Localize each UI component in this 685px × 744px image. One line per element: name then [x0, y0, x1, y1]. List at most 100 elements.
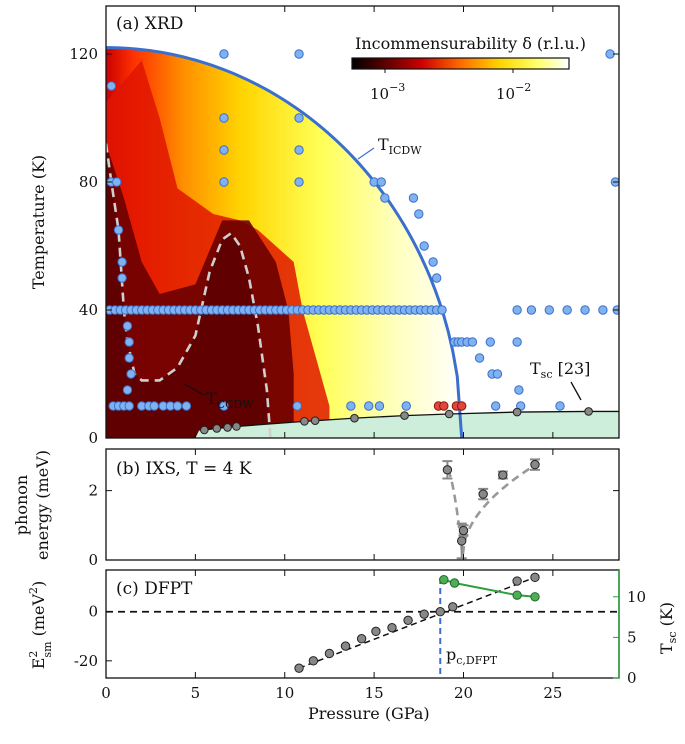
scan-point — [172, 401, 183, 411]
tsc-point — [212, 424, 222, 433]
scan-point-40k — [437, 305, 447, 315]
dfpt-fit-line — [298, 576, 536, 669]
dfpt-point — [387, 622, 397, 633]
scan-point — [374, 401, 385, 411]
scan-point — [490, 401, 501, 411]
scan-point-40k — [526, 305, 537, 315]
scan-point — [219, 401, 229, 411]
ccdw-transition-line — [106, 143, 272, 438]
x-tick-label: 20 — [454, 684, 473, 702]
tsc-dfpt-point — [449, 578, 460, 588]
y-tick-label: 0 — [88, 603, 98, 621]
icdw-transition-line — [106, 46, 464, 438]
dfpt-point — [356, 634, 367, 644]
red-scan-point — [457, 401, 467, 411]
scan-point-40k — [544, 305, 554, 315]
tsc-point — [350, 413, 359, 423]
ixs-point — [498, 470, 508, 480]
dfpt-point — [530, 572, 540, 583]
tsc-point — [223, 423, 232, 432]
panel-c-label: (c) DFPT — [116, 579, 193, 599]
dfpt-points — [294, 572, 540, 673]
tsc-points — [200, 407, 593, 435]
scan-point — [512, 337, 522, 347]
scan-point — [414, 209, 424, 219]
y-tick-label: 0 — [88, 551, 98, 569]
tsc-dfpt-point — [439, 575, 449, 585]
y2-tick-label: 10 — [627, 588, 646, 606]
dfpt-point — [294, 663, 304, 673]
pressure-axis: 0 5 10 15 20 25 — [101, 6, 562, 702]
scan-points — [106, 49, 619, 411]
tsc-point — [300, 417, 309, 426]
tsc-dfpt-point — [530, 592, 540, 602]
scan-point — [219, 145, 229, 155]
tsc-point — [310, 416, 320, 426]
scan-point — [474, 353, 485, 363]
scan-point — [117, 273, 127, 283]
dfpt-point — [308, 656, 319, 666]
scan-point — [401, 401, 411, 411]
colorbar-tick-label-1e-3: 10−3 — [370, 81, 405, 103]
dfpt-point — [512, 576, 522, 586]
ixs-fit-curve — [446, 461, 540, 557]
tsc-ref-label: Tsc [23] — [530, 359, 590, 381]
y-tick-label: 120 — [69, 45, 98, 63]
dfpt-point — [340, 641, 351, 651]
y-tick-label: 40 — [79, 301, 98, 319]
panel-a-xrd: 0 40 80 120 (a) XRD Incommensurability δ (r… — [69, 5, 620, 447]
scan-point — [485, 337, 496, 347]
scan-point — [346, 401, 356, 411]
red-scan-point — [439, 401, 449, 411]
tsc-dfpt-point — [512, 590, 522, 600]
tsc-point — [584, 407, 593, 416]
panel-a-label: (a) XRD — [116, 14, 183, 34]
dark-red-region — [106, 143, 294, 438]
y2-tick-label: 0 — [627, 669, 637, 687]
tsc-point — [400, 411, 409, 420]
scan-point — [124, 401, 134, 411]
scan-point — [126, 369, 136, 379]
scan-point — [364, 401, 374, 411]
tsc-ref-arrow — [570, 381, 582, 401]
scan-point — [124, 337, 134, 347]
scan-point — [380, 193, 390, 203]
ixs-point — [478, 489, 488, 499]
scan-point-40k — [598, 305, 608, 315]
tsc-point — [200, 425, 209, 435]
ixs-point — [457, 536, 467, 546]
scan-point — [419, 241, 429, 251]
panel-c-right-yaxis: 0 5 10 — [613, 570, 646, 687]
scan-point — [294, 177, 304, 187]
x-tick-label: 0 — [101, 684, 111, 702]
x-tick-label: 25 — [543, 684, 562, 702]
scan-point — [428, 257, 438, 267]
x-tick-label: 5 — [191, 684, 201, 702]
x-axis-label: Pressure (GPa) — [308, 704, 430, 723]
scan-point — [431, 273, 442, 283]
scan-point — [149, 401, 159, 411]
tsc-dfpt-line — [443, 578, 536, 598]
panel-b-frame — [105, 448, 620, 561]
scan-point — [112, 177, 122, 187]
colorbar-label: Incommensurability δ (r.l.u.) — [355, 34, 586, 53]
scan-point — [181, 401, 192, 411]
panel-b-ixs: (b) IXS, T = 4 K 02 — [88, 448, 620, 569]
dfpt-point — [371, 626, 381, 637]
tsc-point — [444, 409, 454, 419]
dfpt-point — [403, 615, 413, 626]
scan-point — [555, 401, 565, 411]
y2-axis-label-tsc: Tsc (K) — [657, 602, 679, 654]
scan-point — [117, 257, 127, 267]
scan-point — [294, 113, 304, 123]
y-tick-label: -20 — [74, 652, 98, 670]
scan-point — [106, 81, 117, 91]
y-axis-label-temperature: Temperature (K) — [29, 155, 48, 289]
pc-dfpt-label: pc,DFPT — [446, 645, 498, 667]
scan-point — [219, 49, 229, 59]
y2-tick-label: 5 — [627, 628, 637, 646]
scan-point — [122, 321, 133, 331]
scan-point — [219, 113, 229, 123]
colorbar — [351, 57, 570, 70]
